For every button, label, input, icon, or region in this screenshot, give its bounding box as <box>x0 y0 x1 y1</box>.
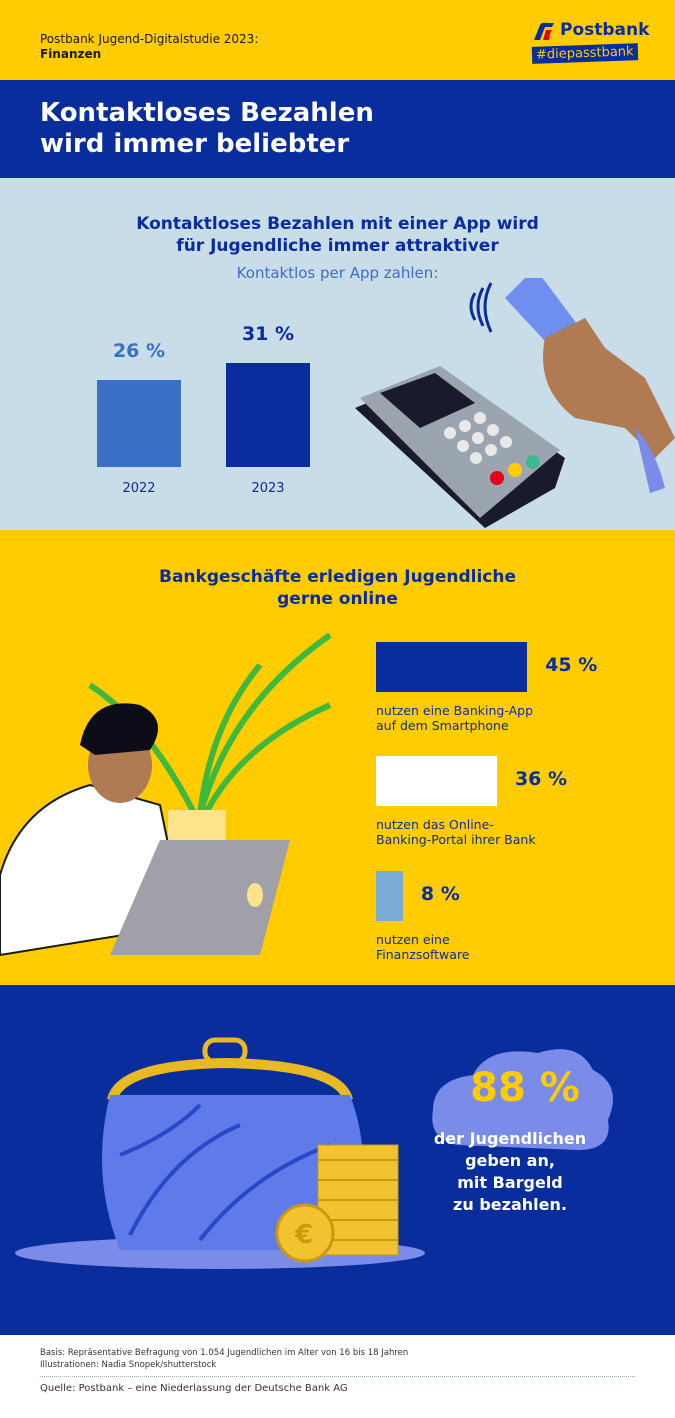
bar-value-label: 31 % <box>241 323 295 346</box>
svg-text:€: € <box>294 1220 313 1250</box>
hbar-1 <box>376 756 497 806</box>
section1-heading-line2: für Jugendliche immer attraktiver <box>176 236 499 256</box>
footer-source: Quelle: Postbank – eine Niederlassung de… <box>40 1383 348 1394</box>
cash-section: € 88 % der Jugendlichen geben an, mit Ba… <box>0 985 675 1335</box>
hbar-category-label: nutzen das Online- <box>376 817 494 832</box>
postbank-logo: Postbank #diepasstbank <box>531 20 650 68</box>
section1-subheading: Kontaktlos per App zahlen: <box>236 264 439 282</box>
footer-illustrations: Illustrationen: Nadia Snopek/shutterstoc… <box>40 1360 217 1370</box>
cash-percentage: 88 % <box>470 1065 580 1111</box>
cash-text-line4: zu bezahlen. <box>453 1195 567 1214</box>
cash-text-line2: geben an, <box>465 1151 555 1170</box>
footer-divider <box>40 1376 635 1377</box>
cash-text-line3: mit Bargeld <box>457 1173 563 1192</box>
hbar-category-label: auf dem Smartphone <box>376 718 509 733</box>
footer: Basis: Repräsentative Befragung von 1.05… <box>0 1335 675 1418</box>
bar-2023 <box>226 363 310 467</box>
hbar-category-label: nutzen eine <box>376 932 450 947</box>
year-label: 2023 <box>251 481 285 496</box>
page-title-line1: Kontaktloses Bezahlen <box>40 98 374 128</box>
study-subtitle: Finanzen <box>40 47 102 61</box>
title-band: Kontaktloses Bezahlen wird immer beliebt… <box>0 80 675 178</box>
hbar-category-label: nutzen eine Banking-App <box>376 703 534 718</box>
wallet-coins-illustration: € <box>15 1037 425 1269</box>
online-banking-bar-chart: 45 % nutzen eine Banking-App auf dem Smart… <box>0 530 675 985</box>
year-label: 2022 <box>122 481 156 496</box>
hbar-2 <box>376 871 403 921</box>
logo-hashtag: #diepasstbank <box>531 43 638 64</box>
page-title-line2: wird immer beliebter <box>40 129 350 159</box>
bar-2022 <box>97 379 181 467</box>
hbar-category-label: Finanzsoftware <box>376 947 470 962</box>
study-title: Postbank Jugend-Digitalstudie 2023: <box>40 32 259 46</box>
contactless-bar-chart: 26 % 2022 31 % 2023 <box>0 178 340 530</box>
hbar-value-label: 8 % <box>420 883 460 905</box>
speech-cloud-shape <box>432 1049 613 1150</box>
person-laptop-illustration <box>0 632 332 957</box>
footer-basis: Basis: Repräsentative Befragung von 1.05… <box>40 1348 409 1358</box>
contactless-section: Kontaktloses Bezahlen mit einer App wird… <box>0 178 675 530</box>
header-band: Postbank Jugend-Digitalstudie 2023: Fina… <box>0 0 675 80</box>
section1-heading-line1: Kontaktloses Bezahlen mit einer App wird <box>136 214 539 234</box>
hbar-0 <box>376 642 528 692</box>
hbar-category-label: Banking-Portal ihrer Bank <box>376 832 536 847</box>
logo-text: Postbank <box>560 20 650 40</box>
hbar-value-label: 36 % <box>514 768 568 790</box>
cash-text-line1: der Jugendlichen <box>433 1129 587 1148</box>
bar-value-label: 26 % <box>112 339 166 362</box>
section2-heading-line1: Bankgeschäfte erledigen Jugendliche <box>158 567 517 587</box>
hbar-value-label: 45 % <box>545 654 598 676</box>
section2-heading-line2: gerne online <box>277 589 398 609</box>
logo-mark-icon <box>534 22 554 40</box>
online-banking-section: Bankgeschäfte erledigen Jugendliche gern… <box>0 530 675 985</box>
payment-terminal-illustration <box>355 278 675 528</box>
